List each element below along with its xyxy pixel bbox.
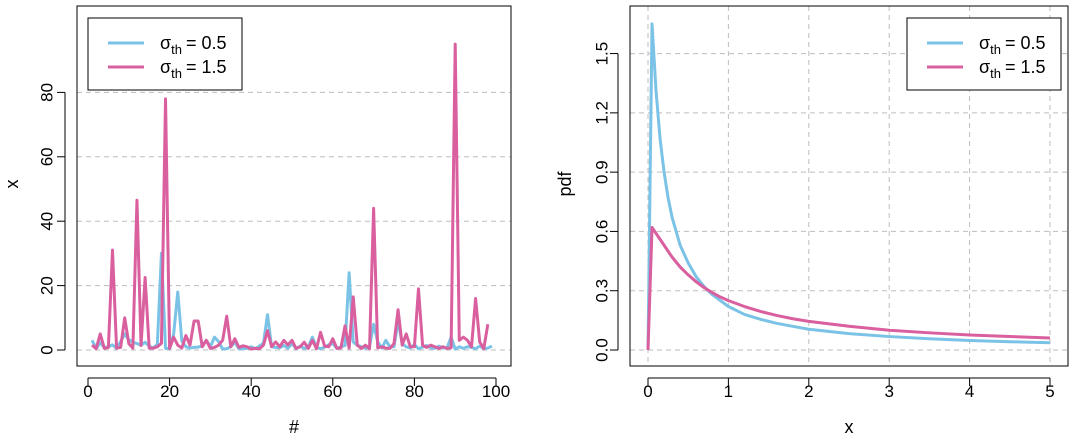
- x-tick-label: 5: [1045, 382, 1054, 401]
- legend-symbol: σ: [160, 57, 171, 77]
- x-tick-label: 1: [724, 382, 733, 401]
- legend-subscript: th: [990, 66, 1001, 81]
- x-axis: 0 20 40 60 80 100: [83, 377, 510, 401]
- x-axis-label: x: [845, 417, 854, 437]
- y-tick-label: 20: [37, 276, 56, 295]
- legend-value: = 0.5: [1005, 33, 1046, 53]
- x-tick-label: 20: [160, 382, 179, 401]
- legend: σth = 0.5 σth = 1.5: [87, 17, 243, 91]
- legend-label-2: σth = 1.5: [979, 57, 1046, 81]
- legend: σth = 0.5 σth = 1.5: [906, 17, 1062, 91]
- x-tick-label: 2: [804, 382, 813, 401]
- y-axis: 0.0 0.3 0.6 0.9 1.2 1.5: [592, 42, 619, 362]
- y-tick-label: 60: [37, 147, 56, 166]
- legend-subscript: th: [990, 42, 1001, 57]
- x-tick-label: 100: [482, 382, 510, 401]
- legend-subscript: th: [171, 42, 182, 57]
- legend-label-1: σth = 0.5: [160, 33, 227, 57]
- legend-symbol: σ: [979, 33, 990, 53]
- legend-value: = 1.5: [186, 57, 227, 77]
- y-tick-label: 80: [37, 83, 56, 102]
- y-tick-label: 0.9: [592, 160, 611, 184]
- legend-box: [87, 17, 243, 91]
- x-tick-label: 60: [323, 382, 342, 401]
- legend-subscript: th: [171, 66, 182, 81]
- y-tick-label: 40: [37, 212, 56, 231]
- x-axis: 0 1 2 3 4 5: [643, 377, 1055, 401]
- x-tick-label: 80: [405, 382, 424, 401]
- x-tick-label: 0: [83, 382, 92, 401]
- legend-symbol: σ: [160, 33, 171, 53]
- grid: [77, 91, 511, 351]
- series-line-2: [91, 42, 490, 351]
- x-axis-label: #: [289, 417, 299, 437]
- y-axis: 0 20 40 60 80: [37, 83, 66, 355]
- x-tick-label: 4: [965, 382, 974, 401]
- panel-2-pdf-curves: 0 1 2 3 4 5 0.0 0.3 0.6 0.9 1.2 1.5 x pdf σth = 0.5 σth =…: [555, 5, 1069, 437]
- y-tick-label: 0: [37, 345, 56, 354]
- legend-symbol: σ: [979, 57, 990, 77]
- legend-value: = 1.5: [1005, 57, 1046, 77]
- legend-label-1: σth = 0.5: [979, 33, 1046, 57]
- plot-frame: [629, 5, 1069, 367]
- x-tick-label: 3: [884, 382, 893, 401]
- plot-frame: [76, 5, 512, 367]
- legend-label-2: σth = 1.5: [160, 57, 227, 81]
- y-tick-label: 1.5: [592, 42, 611, 66]
- panel-1-time-series: 0 20 40 60 80 100 0 20 40 60 80 # x σth = 0.5 σth = 1.5: [2, 5, 512, 437]
- series-line-2: [646, 225, 1051, 351]
- y-axis-label: x: [2, 180, 22, 189]
- y-tick-label: 0.0: [592, 338, 611, 362]
- legend-box: [906, 17, 1062, 91]
- y-axis-label: pdf: [555, 170, 575, 196]
- x-tick-label: 0: [643, 382, 652, 401]
- legend-value: = 0.5: [186, 33, 227, 53]
- y-tick-label: 0.6: [592, 220, 611, 244]
- x-tick-label: 40: [242, 382, 261, 401]
- y-tick-label: 0.3: [592, 279, 611, 303]
- series-line-1: [90, 251, 493, 351]
- y-tick-label: 1.2: [592, 101, 611, 125]
- series-line-1: [646, 22, 1051, 351]
